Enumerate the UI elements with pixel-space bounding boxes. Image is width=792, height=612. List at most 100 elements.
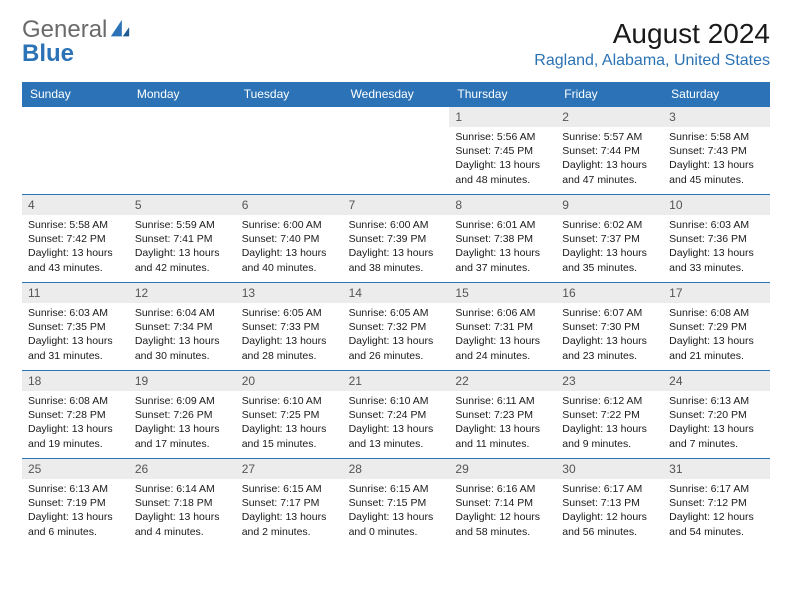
day-cell: 27Sunrise: 6:15 AMSunset: 7:17 PMDayligh… [236, 458, 343, 546]
sunrise-line: Sunrise: 6:17 AM [562, 482, 657, 496]
sunrise-line: Sunrise: 6:12 AM [562, 394, 657, 408]
day-number: 8 [449, 195, 556, 215]
sunset-line: Sunset: 7:35 PM [28, 320, 123, 334]
day-data: Sunrise: 6:04 AMSunset: 7:34 PMDaylight:… [129, 303, 236, 369]
sunset-line: Sunset: 7:17 PM [242, 496, 337, 510]
sunset-line: Sunset: 7:22 PM [562, 408, 657, 422]
sunset-line: Sunset: 7:19 PM [28, 496, 123, 510]
logo-text: General Blue [22, 18, 107, 66]
day-cell: 15Sunrise: 6:06 AMSunset: 7:31 PMDayligh… [449, 282, 556, 370]
title-block: August 2024 Ragland, Alabama, United Sta… [534, 18, 770, 70]
daylight-line: Daylight: 12 hours and 58 minutes. [455, 510, 550, 538]
daylight-line: Daylight: 12 hours and 54 minutes. [669, 510, 764, 538]
day-data: Sunrise: 6:05 AMSunset: 7:32 PMDaylight:… [343, 303, 450, 369]
day-data: Sunrise: 6:03 AMSunset: 7:35 PMDaylight:… [22, 303, 129, 369]
daylight-line: Daylight: 13 hours and 19 minutes. [28, 422, 123, 450]
day-number: 28 [343, 459, 450, 479]
dow-tuesday: Tuesday [236, 82, 343, 106]
daylight-line: Daylight: 13 hours and 26 minutes. [349, 334, 444, 362]
sunrise-line: Sunrise: 5:58 AM [28, 218, 123, 232]
daylight-line: Daylight: 13 hours and 35 minutes. [562, 246, 657, 274]
day-cell [343, 106, 450, 194]
daylight-line: Daylight: 13 hours and 2 minutes. [242, 510, 337, 538]
sunrise-line: Sunrise: 6:17 AM [669, 482, 764, 496]
day-cell: 9Sunrise: 6:02 AMSunset: 7:37 PMDaylight… [556, 194, 663, 282]
sunrise-line: Sunrise: 5:57 AM [562, 130, 657, 144]
sunrise-line: Sunrise: 6:10 AM [242, 394, 337, 408]
day-cell: 24Sunrise: 6:13 AMSunset: 7:20 PMDayligh… [663, 370, 770, 458]
sunset-line: Sunset: 7:34 PM [135, 320, 230, 334]
sunrise-line: Sunrise: 5:58 AM [669, 130, 764, 144]
sunrise-line: Sunrise: 6:03 AM [28, 306, 123, 320]
day-cell: 21Sunrise: 6:10 AMSunset: 7:24 PMDayligh… [343, 370, 450, 458]
day-data: Sunrise: 5:59 AMSunset: 7:41 PMDaylight:… [129, 215, 236, 281]
sunrise-line: Sunrise: 6:03 AM [669, 218, 764, 232]
day-number: 7 [343, 195, 450, 215]
sunrise-line: Sunrise: 6:15 AM [242, 482, 337, 496]
logo-word1: General [22, 16, 107, 43]
day-cell [129, 106, 236, 194]
day-cell: 10Sunrise: 6:03 AMSunset: 7:36 PMDayligh… [663, 194, 770, 282]
sunset-line: Sunset: 7:26 PM [135, 408, 230, 422]
dow-sunday: Sunday [22, 82, 129, 106]
day-data: Sunrise: 6:02 AMSunset: 7:37 PMDaylight:… [556, 215, 663, 281]
day-data: Sunrise: 6:11 AMSunset: 7:23 PMDaylight:… [449, 391, 556, 457]
daylight-line: Daylight: 13 hours and 24 minutes. [455, 334, 550, 362]
day-data: Sunrise: 6:13 AMSunset: 7:19 PMDaylight:… [22, 479, 129, 545]
day-number: 31 [663, 459, 770, 479]
day-data: Sunrise: 6:17 AMSunset: 7:13 PMDaylight:… [556, 479, 663, 545]
day-number: 13 [236, 283, 343, 303]
daylight-line: Daylight: 13 hours and 33 minutes. [669, 246, 764, 274]
sunrise-line: Sunrise: 6:15 AM [349, 482, 444, 496]
week-row: 1Sunrise: 5:56 AMSunset: 7:45 PMDaylight… [22, 106, 770, 194]
daylight-line: Daylight: 13 hours and 43 minutes. [28, 246, 123, 274]
day-data: Sunrise: 6:00 AMSunset: 7:40 PMDaylight:… [236, 215, 343, 281]
day-number: 11 [22, 283, 129, 303]
day-data: Sunrise: 6:06 AMSunset: 7:31 PMDaylight:… [449, 303, 556, 369]
sunset-line: Sunset: 7:23 PM [455, 408, 550, 422]
sunset-line: Sunset: 7:28 PM [28, 408, 123, 422]
day-number: 2 [556, 107, 663, 127]
dow-saturday: Saturday [663, 82, 770, 106]
day-cell: 7Sunrise: 6:00 AMSunset: 7:39 PMDaylight… [343, 194, 450, 282]
sunset-line: Sunset: 7:31 PM [455, 320, 550, 334]
sunset-line: Sunset: 7:39 PM [349, 232, 444, 246]
daylight-line: Daylight: 13 hours and 0 minutes. [349, 510, 444, 538]
day-cell: 14Sunrise: 6:05 AMSunset: 7:32 PMDayligh… [343, 282, 450, 370]
day-cell: 5Sunrise: 5:59 AMSunset: 7:41 PMDaylight… [129, 194, 236, 282]
sunset-line: Sunset: 7:43 PM [669, 144, 764, 158]
sunset-line: Sunset: 7:37 PM [562, 232, 657, 246]
sunrise-line: Sunrise: 6:01 AM [455, 218, 550, 232]
daylight-line: Daylight: 13 hours and 47 minutes. [562, 158, 657, 186]
day-cell: 1Sunrise: 5:56 AMSunset: 7:45 PMDaylight… [449, 106, 556, 194]
sunrise-line: Sunrise: 6:13 AM [669, 394, 764, 408]
day-cell [236, 106, 343, 194]
day-data: Sunrise: 6:17 AMSunset: 7:12 PMDaylight:… [663, 479, 770, 545]
sunset-line: Sunset: 7:25 PM [242, 408, 337, 422]
daylight-line: Daylight: 13 hours and 6 minutes. [28, 510, 123, 538]
daylight-line: Daylight: 13 hours and 13 minutes. [349, 422, 444, 450]
day-cell [22, 106, 129, 194]
sunset-line: Sunset: 7:24 PM [349, 408, 444, 422]
day-cell: 22Sunrise: 6:11 AMSunset: 7:23 PMDayligh… [449, 370, 556, 458]
sunrise-line: Sunrise: 6:06 AM [455, 306, 550, 320]
daylight-line: Daylight: 13 hours and 37 minutes. [455, 246, 550, 274]
day-data: Sunrise: 6:15 AMSunset: 7:17 PMDaylight:… [236, 479, 343, 545]
sunrise-line: Sunrise: 6:08 AM [669, 306, 764, 320]
sunset-line: Sunset: 7:45 PM [455, 144, 550, 158]
day-data: Sunrise: 5:58 AMSunset: 7:43 PMDaylight:… [663, 127, 770, 193]
daylight-line: Daylight: 13 hours and 21 minutes. [669, 334, 764, 362]
day-number: 6 [236, 195, 343, 215]
day-number: 3 [663, 107, 770, 127]
sunset-line: Sunset: 7:32 PM [349, 320, 444, 334]
daylight-line: Daylight: 13 hours and 42 minutes. [135, 246, 230, 274]
day-cell: 13Sunrise: 6:05 AMSunset: 7:33 PMDayligh… [236, 282, 343, 370]
day-number: 14 [343, 283, 450, 303]
sunrise-line: Sunrise: 6:13 AM [28, 482, 123, 496]
daylight-line: Daylight: 13 hours and 9 minutes. [562, 422, 657, 450]
sunset-line: Sunset: 7:36 PM [669, 232, 764, 246]
day-number: 12 [129, 283, 236, 303]
day-data: Sunrise: 6:05 AMSunset: 7:33 PMDaylight:… [236, 303, 343, 369]
dow-thursday: Thursday [449, 82, 556, 106]
sunrise-line: Sunrise: 6:05 AM [242, 306, 337, 320]
